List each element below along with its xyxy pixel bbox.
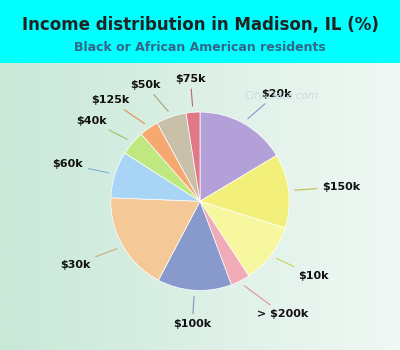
Text: $100k: $100k <box>173 296 211 329</box>
Text: Income distribution in Madison, IL (%): Income distribution in Madison, IL (%) <box>22 16 378 34</box>
Text: $50k: $50k <box>130 80 168 111</box>
Text: $40k: $40k <box>76 116 127 139</box>
Text: $75k: $75k <box>175 74 206 106</box>
Text: $125k: $125k <box>91 95 144 124</box>
Wedge shape <box>200 155 289 228</box>
Wedge shape <box>200 201 249 285</box>
Wedge shape <box>111 198 200 280</box>
Wedge shape <box>186 112 200 201</box>
Wedge shape <box>157 113 200 201</box>
Wedge shape <box>141 123 200 201</box>
Text: $60k: $60k <box>52 159 109 173</box>
Text: $30k: $30k <box>60 248 117 270</box>
Wedge shape <box>111 153 200 201</box>
Wedge shape <box>125 134 200 201</box>
Text: $10k: $10k <box>276 258 328 281</box>
Text: City-Data.com: City-Data.com <box>244 91 318 101</box>
Text: $150k: $150k <box>295 182 360 192</box>
Wedge shape <box>200 112 276 201</box>
Wedge shape <box>200 201 285 276</box>
Text: > $200k: > $200k <box>244 286 308 319</box>
Wedge shape <box>158 201 231 290</box>
Text: Black or African American residents: Black or African American residents <box>74 41 326 54</box>
Text: $20k: $20k <box>248 89 291 119</box>
